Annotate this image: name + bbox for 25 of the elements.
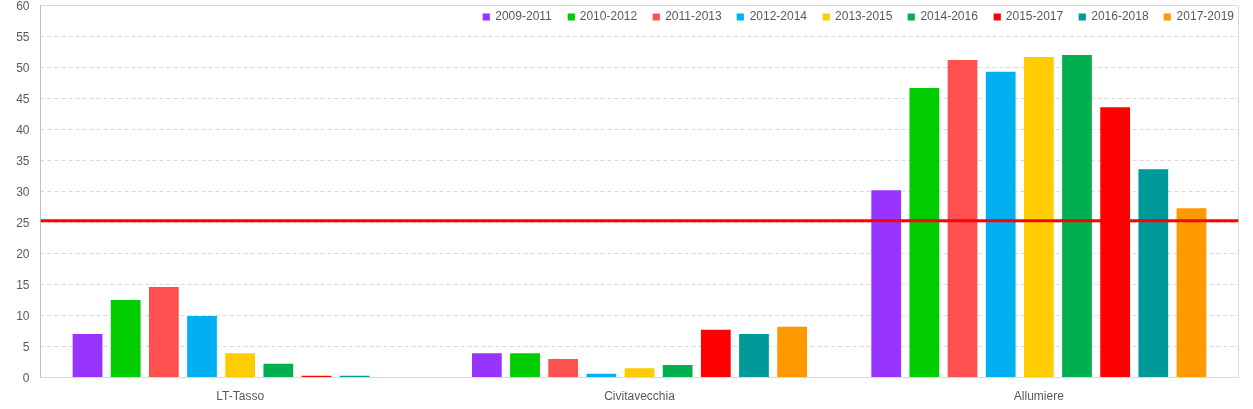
legend-label: 2010-2012 <box>579 9 638 23</box>
y-tick-label: 5 <box>22 340 30 354</box>
y-tick-label: 15 <box>16 278 30 292</box>
y-tick-label: 40 <box>16 123 30 137</box>
y-tick-label: 30 <box>16 185 30 199</box>
legend-label: 2016-2018 <box>1091 9 1149 23</box>
x-tick-label: Civitavecchia <box>604 388 676 403</box>
x-tick-label: Allumiere <box>1013 388 1065 403</box>
y-tick-label: 25 <box>16 216 30 230</box>
y-tick-label: 10 <box>16 309 30 323</box>
y-tick-label: 35 <box>16 154 30 168</box>
x-tick-label: LT-Tasso <box>216 388 265 403</box>
legend-label: 2013-2015 <box>835 9 893 23</box>
legend-label: 2014-2016 <box>920 9 978 23</box>
y-tick-label: 20 <box>16 247 30 261</box>
legend-label: 2011-2013 <box>665 9 722 23</box>
legend-label: 2009-2011 <box>495 9 552 23</box>
y-tick-label: 60 <box>16 0 30 13</box>
y-tick-label: 55 <box>16 30 30 44</box>
y-tick-label: 0 <box>22 371 30 385</box>
legend-label: 2015-2017 <box>1005 9 1064 23</box>
y-tick-label: 50 <box>16 61 30 75</box>
legend-label: 2012-2014 <box>749 9 808 23</box>
y-tick-label: 45 <box>16 92 30 106</box>
legend-label: 2017-2019 <box>1176 9 1234 23</box>
